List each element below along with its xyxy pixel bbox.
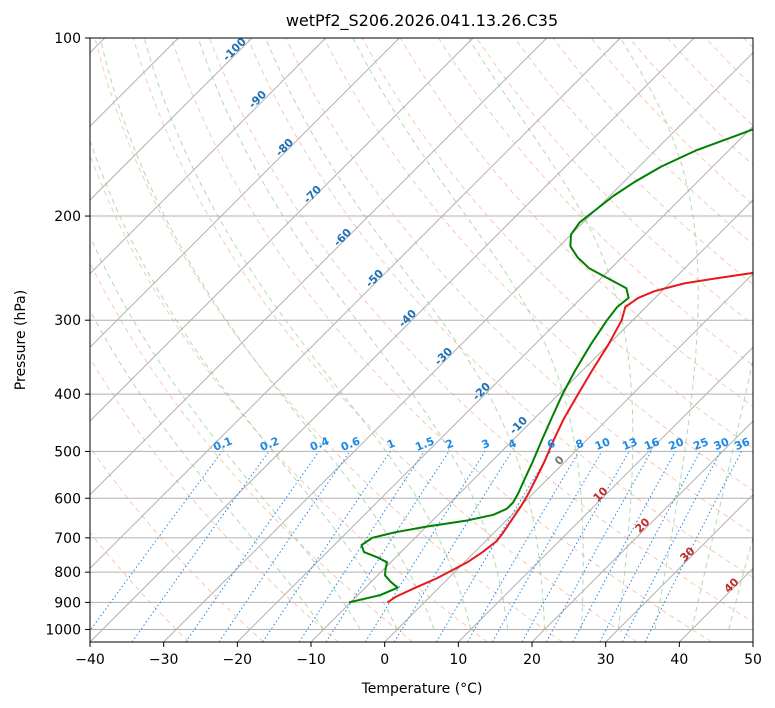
mixing-ratio-label: 20	[667, 435, 686, 453]
isotherm	[384, 272, 753, 642]
temperature-line	[386, 271, 753, 604]
dry-adiabat	[90, 153, 488, 642]
x-tick-label: 0	[380, 652, 389, 668]
x-tick-label: −30	[149, 652, 179, 668]
y-axis-label: Pressure (hPa)	[13, 290, 29, 390]
isotherm	[531, 420, 753, 642]
dry-adiabat	[399, 38, 753, 408]
moist-adiabat	[197, 38, 509, 630]
dry-adiabat	[514, 38, 753, 285]
y-tick-label: 500	[54, 444, 81, 460]
plot-frame	[89, 37, 754, 643]
mixing-ratio-line	[218, 451, 351, 642]
isotherm	[90, 38, 474, 422]
mixing-ratio-label: 13	[620, 435, 639, 453]
x-axis-label: Temperature (°C)	[361, 681, 483, 697]
isotherm	[236, 125, 753, 642]
mixing-ratio-line	[393, 451, 513, 642]
y-tick-label: 300	[54, 313, 81, 329]
x-tick-label: 10	[449, 652, 467, 668]
x-tick-label: 50	[744, 652, 762, 668]
mixing-ratio-label: 10	[593, 435, 612, 453]
moist-adiabat	[90, 235, 361, 630]
mixing-ratio-line	[90, 451, 223, 632]
isotherm	[457, 346, 753, 642]
y-tick-label: 800	[54, 565, 81, 581]
moist-adiabat	[265, 38, 545, 630]
mixing-ratio-label: 36	[733, 435, 752, 453]
mixing-ratio-line	[325, 451, 450, 642]
mixing-ratio-label: 3	[480, 437, 492, 452]
dry-adiabat	[209, 38, 753, 623]
isotherm	[90, 38, 695, 642]
isotherm	[163, 51, 753, 642]
y-tick-label: 600	[54, 491, 81, 507]
dry-adiabat	[90, 531, 190, 642]
mixing-ratio-line	[185, 451, 320, 642]
y-tick-label: 900	[54, 595, 81, 611]
mixing-ratio-line	[572, 451, 676, 642]
x-tick-label: −20	[223, 652, 253, 668]
dry-adiabat	[132, 38, 638, 642]
y-tick-label: 200	[54, 209, 81, 225]
dewpoint-line	[348, 128, 753, 604]
background-lines	[90, 38, 753, 642]
y-tick-label: 1000	[45, 622, 81, 638]
dry-adiabat	[170, 38, 712, 642]
sounding-curves	[348, 128, 753, 604]
mixing-ratio-line	[545, 451, 652, 642]
mixing-ratio-label: 1	[385, 437, 397, 452]
axes: −40 −30 −20 −10 0 10 20 30 40 50 1000 900 800 700 600 5…	[45, 31, 762, 668]
isotherm	[605, 493, 753, 642]
y-tick-label: 400	[54, 387, 81, 403]
isotherm	[90, 38, 253, 201]
isotherm	[90, 38, 327, 275]
mixing-ratio-line	[521, 451, 630, 642]
isotherm	[310, 199, 753, 642]
mixing-ratio-line	[262, 451, 391, 642]
mixing-ratio-line	[131, 451, 270, 642]
chart-title: wetPf2_S206.2026.041.13.26.C35	[286, 11, 558, 31]
isotherm	[90, 38, 621, 570]
x-tick-label: −40	[75, 652, 105, 668]
mixing-ratio-line	[621, 451, 722, 642]
mixing-ratio-label: 2	[444, 437, 456, 452]
mixing-ratio-label: 30	[712, 435, 731, 453]
isotherm	[90, 38, 400, 349]
isotherm	[90, 38, 548, 496]
dry-adiabat	[90, 357, 339, 642]
mixing-ratio-line	[644, 451, 742, 642]
mixing-ratio-label: 25	[691, 435, 710, 453]
dry-adiabat	[94, 38, 563, 642]
y-tick-label: 100	[54, 31, 81, 47]
dry-adiabat	[90, 446, 264, 642]
mixing-ratio-line	[298, 451, 425, 642]
dry-adiabat	[247, 38, 753, 578]
x-tick-label: 20	[523, 652, 541, 668]
x-tick-label: 40	[670, 652, 688, 668]
moist-adiabat	[619, 38, 699, 630]
moist-adiabat	[90, 139, 398, 630]
y-tick-label: 700	[54, 531, 81, 547]
mixing-ratio-label: 8	[574, 437, 586, 452]
moist-adiabat	[691, 356, 753, 630]
x-tick-label: 30	[597, 652, 615, 668]
x-tick-label: −10	[296, 652, 326, 668]
moist-adiabat	[468, 38, 634, 630]
mixing-ratio-label: 16	[642, 435, 661, 453]
moist-adiabat	[352, 38, 584, 630]
